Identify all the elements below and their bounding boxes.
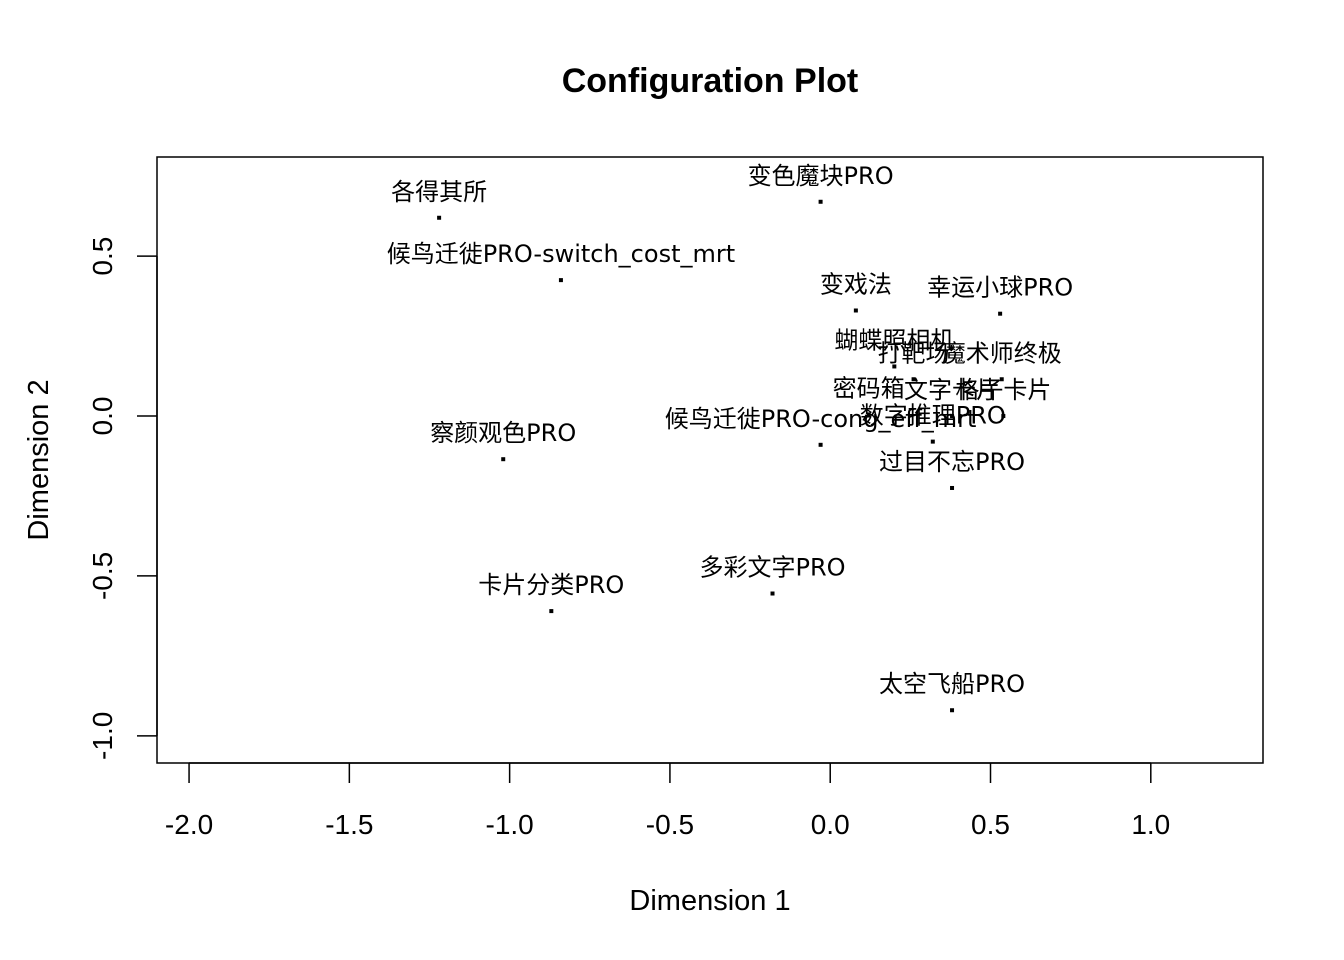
data-points: 各得其所 变色魔块PRO 候鸟迁徙PRO-switch_cost_mrt 变戏法 幸运小… xyxy=(387,162,1073,713)
point-label: 打靶场 xyxy=(878,339,950,367)
point-label: 候鸟迁徙PRO-cong_eff_mrt xyxy=(665,405,977,433)
x-tick-label: -2.0 xyxy=(165,809,213,840)
point-label: 卡片分类PRO xyxy=(478,571,624,599)
point-label: 太空飞船PRO xyxy=(879,670,1025,698)
point-label: 文字卡片 xyxy=(904,376,1000,404)
y-tick-label: -0.5 xyxy=(87,552,118,600)
point-label: 变色魔块PRO xyxy=(748,162,894,190)
point-label: 蝴蝶照相机 xyxy=(834,326,954,354)
x-tick-label: 0.5 xyxy=(971,809,1010,840)
point-label: 过目不忘PRO xyxy=(879,448,1025,476)
x-tick-label: -1.0 xyxy=(486,809,534,840)
data-point xyxy=(950,414,955,419)
point-label: 变戏法 xyxy=(820,270,892,298)
x-tick-label: 1.0 xyxy=(1131,809,1170,840)
point-label: 多彩文字PRO xyxy=(699,554,845,582)
data-point xyxy=(1001,414,1006,419)
point-label: 魔术师终极 xyxy=(942,339,1062,367)
chart-title: Configuration Plot xyxy=(562,62,859,100)
y-axis-label: Dimension 2 xyxy=(23,379,55,540)
data-point xyxy=(818,442,823,447)
data-point xyxy=(866,412,871,417)
data-point xyxy=(930,439,935,444)
point-label: 数字推理PRO xyxy=(860,402,1006,430)
data-point xyxy=(950,708,955,713)
y-axis: -1.0 -0.5 0.0 0.5 xyxy=(87,237,158,760)
data-point xyxy=(853,308,858,313)
point-label: 幸运小球PRO xyxy=(927,274,1073,302)
point-label: 各得其所 xyxy=(391,178,487,206)
data-point xyxy=(950,485,955,490)
point-label: 格子卡片 xyxy=(955,376,1051,404)
point-label: 密码箱 xyxy=(833,374,905,402)
y-tick-label: 0.0 xyxy=(87,397,118,436)
data-point xyxy=(501,457,506,462)
y-tick-label: -1.0 xyxy=(87,712,118,760)
x-axis-label: Dimension 1 xyxy=(629,885,790,917)
data-point xyxy=(770,591,775,596)
data-point xyxy=(437,215,442,220)
data-point xyxy=(818,199,823,204)
data-point xyxy=(998,311,1003,316)
x-axis: -2.0 -1.5 -1.0 -0.5 0.0 0.5 1.0 xyxy=(165,762,1170,840)
x-tick-label: -0.5 xyxy=(646,809,694,840)
data-point xyxy=(558,278,563,283)
point-label: 候鸟迁徙PRO-switch_cost_mrt xyxy=(387,240,735,268)
point-label: 察颜观色PRO xyxy=(430,419,576,447)
data-point xyxy=(892,364,897,369)
x-tick-label: 0.0 xyxy=(811,809,850,840)
x-tick-label: -1.5 xyxy=(325,809,373,840)
y-tick-label: 0.5 xyxy=(87,237,118,276)
data-point xyxy=(549,609,554,614)
data-point xyxy=(999,377,1004,382)
data-point xyxy=(911,377,916,382)
